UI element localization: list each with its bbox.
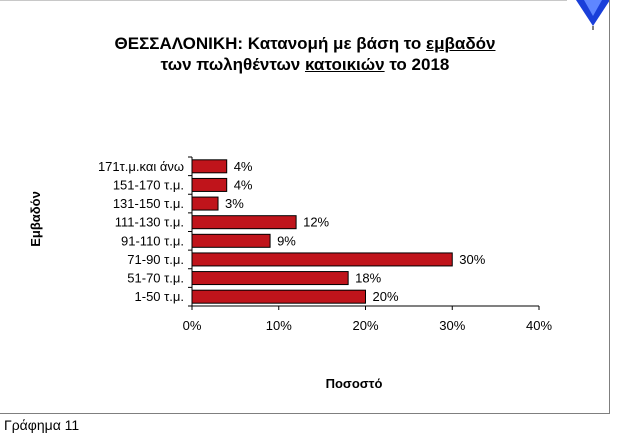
document-marker-icon bbox=[576, 0, 610, 30]
chart-subtitle-emphasis: κατοικιών bbox=[304, 55, 385, 74]
data-label: 18% bbox=[355, 271, 381, 286]
x-tick-label: 30% bbox=[439, 318, 465, 333]
data-label: 30% bbox=[459, 252, 485, 267]
y-category-label: 171τ.μ.και άνω bbox=[98, 159, 184, 174]
y-category-label: 51-70 τ.μ. bbox=[127, 271, 184, 286]
x-tick-label: 20% bbox=[352, 318, 378, 333]
y-category-label: 151-170 τ.μ. bbox=[113, 177, 184, 192]
bar bbox=[191, 177, 228, 192]
y-category-label: 1-50 τ.μ. bbox=[135, 289, 184, 304]
chart-title-emphasis: εμβαδόν bbox=[426, 34, 496, 53]
bar bbox=[191, 289, 366, 304]
bar bbox=[191, 252, 453, 267]
chart-title-line-1: ΘΕΣΣΑΛΟΝΙΚΗ: Κατανομή με βάση το εμβαδόν bbox=[40, 34, 570, 54]
chart-frame: ΘΕΣΣΑΛΟΝΙΚΗ: Κατανομή με βάση το εμβαδόν… bbox=[0, 0, 610, 414]
data-label: 12% bbox=[303, 215, 329, 230]
data-label: 9% bbox=[277, 233, 296, 248]
chart-subtitle-text: των πωληθέντων bbox=[160, 55, 305, 74]
data-label: 4% bbox=[234, 177, 253, 192]
x-tick-label: 40% bbox=[526, 318, 552, 333]
data-label: 20% bbox=[373, 289, 399, 304]
bar bbox=[191, 196, 219, 211]
chart-title-text: ΘΕΣΣΑΛΟΝΙΚΗ: Κατανομή με βάση το bbox=[114, 34, 427, 53]
figure-caption: Γράφημα 11 bbox=[4, 417, 80, 433]
bar bbox=[191, 159, 228, 174]
data-label: 3% bbox=[225, 196, 244, 211]
y-axis-title: Εμβαδόν bbox=[28, 191, 43, 247]
y-category-label: 71-90 τ.μ. bbox=[127, 252, 184, 267]
bar bbox=[191, 271, 349, 286]
bar-chart: 0% 10% 20% 30% 40% 1-50 τ.μ. 20% 51-70 τ.μ. 18% 7… bbox=[28, 156, 552, 391]
x-tick-label: 10% bbox=[266, 318, 292, 333]
y-category-label: 91-110 τ.μ. bbox=[121, 233, 184, 248]
bar bbox=[191, 233, 271, 248]
data-label: 4% bbox=[234, 159, 253, 174]
page-top-rule bbox=[0, 0, 567, 1]
chart-title-line-2: των πωληθέντων κατοικιών το 2018 bbox=[40, 55, 570, 75]
bar bbox=[191, 215, 297, 230]
y-category-label: 111-130 τ.μ. bbox=[115, 215, 184, 230]
x-axis-title: Ποσοστό bbox=[326, 376, 383, 391]
chart-subtitle-year: το 2018 bbox=[384, 55, 450, 74]
y-category-label: 131-150 τ.μ. bbox=[113, 196, 184, 211]
x-tick-label: 0% bbox=[183, 318, 202, 333]
